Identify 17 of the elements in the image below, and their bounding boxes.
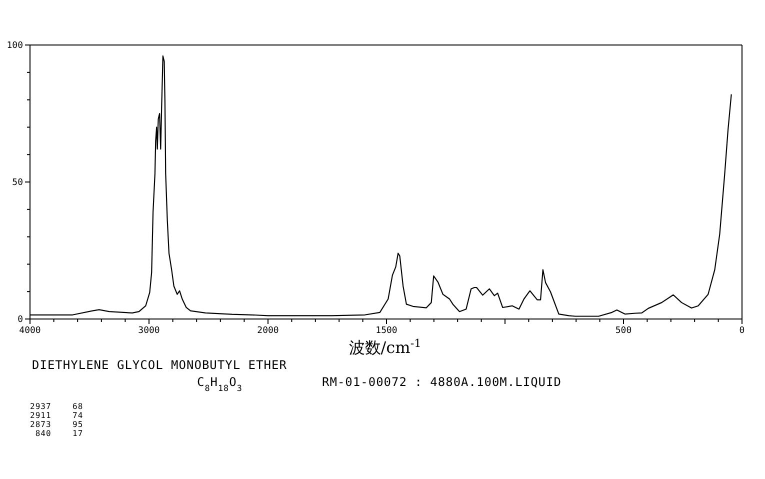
text: 840 17 — [30, 429, 84, 438]
text: RM-01-00072 : 4880A.100M.LIQUID — [322, 375, 562, 389]
x-tick-label: 1500 — [376, 326, 398, 336]
text: 2911 74 — [30, 411, 84, 420]
x-axis-title: 波数/cm$^{-1}$ — [348, 336, 422, 357]
text: 2937 68 — [30, 402, 84, 411]
x-tick-label: 0 — [739, 326, 745, 336]
y-tick-label: 50 — [12, 178, 23, 188]
text: 2873 95 — [30, 420, 84, 429]
x-tick-label: 500 — [615, 326, 632, 336]
y-tick-label: 0 — [18, 315, 23, 325]
x-tick-label: 4000 — [19, 326, 41, 336]
x-tick-label: 2000 — [257, 326, 279, 336]
text: C$_{8}$H$_{18}$O$_{3}$ — [197, 375, 242, 393]
x-tick-label: 3000 — [138, 326, 160, 336]
y-tick-label: 100 — [6, 41, 23, 51]
text: DIETHYLENE GLYCOL MONOBUTYL ETHER — [32, 358, 288, 372]
